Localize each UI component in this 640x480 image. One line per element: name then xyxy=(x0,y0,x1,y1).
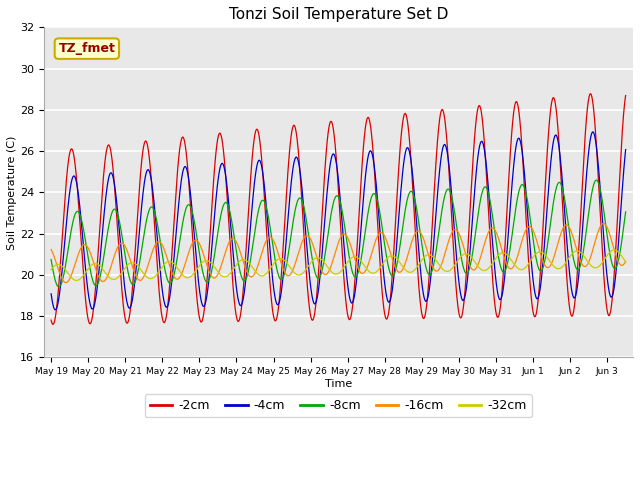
-16cm xyxy=(47,247,55,252)
-2cm xyxy=(81,292,89,298)
-16cm xyxy=(600,221,607,227)
-2cm xyxy=(47,317,55,323)
-16cm xyxy=(534,241,541,247)
-2cm xyxy=(342,300,350,305)
-2cm xyxy=(425,280,433,286)
-4cm xyxy=(342,266,350,272)
-32cm xyxy=(72,277,80,283)
Legend: -2cm, -4cm, -8cm, -16cm, -32cm: -2cm, -4cm, -8cm, -16cm, -32cm xyxy=(145,394,532,417)
-32cm xyxy=(342,262,350,267)
-8cm xyxy=(534,262,541,268)
-32cm xyxy=(534,250,541,255)
Line: -4cm: -4cm xyxy=(51,132,626,310)
-4cm xyxy=(534,296,541,301)
-2cm xyxy=(602,300,610,305)
-4cm xyxy=(425,291,433,297)
-32cm xyxy=(47,267,55,273)
-8cm xyxy=(602,225,610,231)
-16cm xyxy=(602,223,610,228)
-16cm xyxy=(62,280,70,286)
-2cm xyxy=(407,159,415,165)
-32cm xyxy=(425,252,433,258)
-4cm xyxy=(622,147,630,153)
-4cm xyxy=(51,307,59,312)
-8cm xyxy=(55,284,63,290)
-8cm xyxy=(407,188,415,194)
-16cm xyxy=(342,232,350,238)
-2cm xyxy=(49,322,57,327)
Line: -2cm: -2cm xyxy=(51,94,626,324)
Y-axis label: Soil Temperature (C): Soil Temperature (C) xyxy=(7,135,17,250)
-16cm xyxy=(622,258,630,264)
-2cm xyxy=(622,93,630,98)
-4cm xyxy=(407,159,415,165)
-8cm xyxy=(593,177,600,183)
-4cm xyxy=(589,129,596,135)
-32cm xyxy=(81,270,89,276)
-8cm xyxy=(81,236,89,241)
X-axis label: Time: Time xyxy=(324,379,352,389)
Line: -8cm: -8cm xyxy=(51,180,626,287)
-32cm xyxy=(622,259,630,264)
-4cm xyxy=(81,261,89,267)
Text: TZ_fmet: TZ_fmet xyxy=(58,42,115,55)
-2cm xyxy=(586,91,594,96)
-32cm xyxy=(407,269,415,275)
Line: -32cm: -32cm xyxy=(51,250,626,280)
-16cm xyxy=(425,252,433,258)
Title: Tonzi Soil Temperature Set D: Tonzi Soil Temperature Set D xyxy=(228,7,448,22)
-8cm xyxy=(425,271,433,277)
-32cm xyxy=(602,254,610,260)
-2cm xyxy=(534,302,541,308)
-8cm xyxy=(47,257,55,263)
Line: -16cm: -16cm xyxy=(51,224,626,283)
-4cm xyxy=(602,264,610,269)
-8cm xyxy=(342,232,350,238)
-16cm xyxy=(81,242,89,248)
-8cm xyxy=(622,209,630,215)
-4cm xyxy=(47,291,55,297)
-32cm xyxy=(610,247,618,253)
-16cm xyxy=(407,241,415,247)
